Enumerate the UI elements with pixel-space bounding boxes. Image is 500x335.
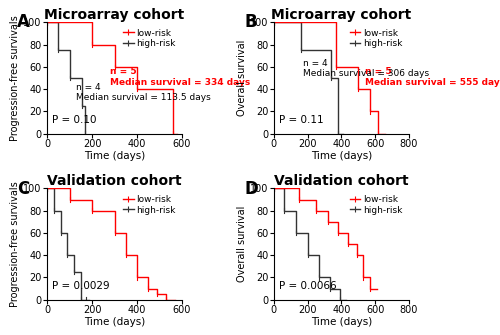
Title: Microarray cohort: Microarray cohort (271, 8, 412, 22)
Legend: low-risk, high-risk: low-risk, high-risk (121, 27, 178, 50)
Text: n = 4
Median survival = 113.5 days: n = 4 Median survival = 113.5 days (76, 83, 211, 103)
Title: Validation cohort: Validation cohort (47, 175, 182, 189)
Text: P = 0.11: P = 0.11 (280, 115, 324, 125)
Text: n = 5
Median survival = 334 days: n = 5 Median survival = 334 days (110, 67, 250, 87)
Text: P = 0.0066: P = 0.0066 (280, 281, 337, 291)
Y-axis label: Overall survival: Overall survival (237, 40, 247, 116)
Title: Validation cohort: Validation cohort (274, 175, 408, 189)
Text: D: D (244, 180, 258, 198)
Text: n = 4
Median survival = 306 days: n = 4 Median survival = 306 days (304, 59, 430, 78)
Text: P = 0.0029: P = 0.0029 (52, 281, 110, 291)
X-axis label: Time (days): Time (days) (310, 150, 372, 160)
Legend: low-risk, high-risk: low-risk, high-risk (348, 193, 405, 216)
X-axis label: Time (days): Time (days) (310, 317, 372, 327)
Legend: low-risk, high-risk: low-risk, high-risk (348, 27, 405, 50)
X-axis label: Time (days): Time (days) (84, 317, 145, 327)
Y-axis label: Overall survival: Overall survival (237, 206, 247, 282)
Title: Microarray cohort: Microarray cohort (44, 8, 184, 22)
Text: C: C (18, 180, 29, 198)
Text: n = 5
Median survival = 555 days: n = 5 Median survival = 555 days (365, 67, 500, 87)
Text: P = 0.10: P = 0.10 (52, 115, 97, 125)
Text: B: B (244, 13, 257, 31)
Y-axis label: Progression-free survivals: Progression-free survivals (10, 181, 20, 307)
Y-axis label: Progression-free survivals: Progression-free survivals (10, 15, 20, 141)
Text: A: A (18, 13, 30, 31)
Legend: low-risk, high-risk: low-risk, high-risk (121, 193, 178, 216)
X-axis label: Time (days): Time (days) (84, 150, 145, 160)
